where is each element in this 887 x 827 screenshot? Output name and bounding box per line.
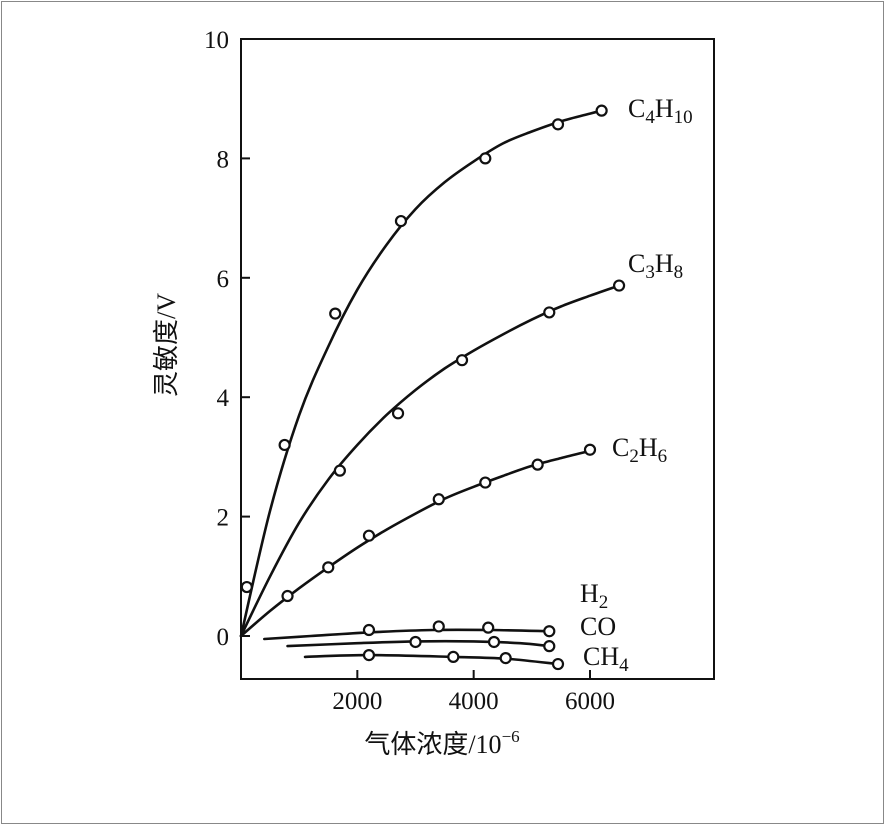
data-point-c4h10: [240, 580, 253, 594]
data-point-c4h10: [595, 104, 608, 117]
data-point-ch4: [362, 649, 376, 662]
data-point-c4h10: [551, 118, 565, 131]
y-tick-label: 2: [217, 505, 230, 532]
data-point-h2: [432, 620, 445, 633]
data-point-c3h8: [391, 407, 405, 420]
data-point-h2: [543, 625, 556, 638]
data-point-c2h6: [322, 561, 335, 574]
series-line-ch4: [303, 653, 560, 666]
series-line-h2: [263, 628, 551, 641]
data-point-c3h8: [455, 354, 469, 367]
series-label-c4h10: C4H10: [628, 94, 693, 128]
data-point-c2h6: [583, 443, 597, 456]
data-point-c2h6: [362, 529, 376, 542]
data-point-c3h8: [612, 279, 626, 292]
data-point-co: [487, 635, 501, 649]
series-line-c4h10: [239, 109, 603, 638]
x-tick-label: 4000: [449, 688, 499, 715]
series-label-co: CO: [580, 612, 616, 641]
series-label-c3h8: C3H8: [628, 249, 683, 283]
data-point-ch4: [499, 651, 512, 665]
series-line-c2h6: [239, 449, 592, 638]
data-point-ch4: [447, 650, 460, 663]
y-tick-label: 8: [217, 146, 230, 173]
data-point-co: [409, 635, 422, 649]
series-label-ch4: CH4: [583, 642, 629, 676]
data-point-c4h10: [479, 152, 492, 165]
data-point-c2h6: [479, 476, 492, 489]
series-line-c3h8: [239, 284, 621, 638]
y-tick-label: 4: [217, 385, 230, 412]
data-point-c4h10: [394, 214, 408, 228]
data-point-c2h6: [531, 458, 544, 471]
y-tick-label: 0: [217, 624, 230, 651]
data-point-c3h8: [333, 464, 346, 477]
series-line-co: [286, 639, 551, 648]
series-markers: [240, 104, 626, 671]
data-point-c4h10: [278, 438, 291, 452]
data-point-c4h10: [329, 307, 342, 320]
data-point-h2: [482, 621, 495, 634]
y-axis-title: 灵敏度/V: [152, 293, 181, 397]
x-tick-label: 6000: [565, 688, 615, 715]
series-label-h2: H2: [580, 579, 608, 613]
data-point-c2h6: [432, 493, 445, 506]
axis-ticks: 0 2 4 6 8 10 2000 4000 6000: [204, 27, 615, 715]
data-point-c3h8: [543, 306, 556, 319]
y-tick-label: 10: [204, 27, 229, 54]
y-tick-label: 6: [217, 266, 230, 293]
data-point-c3h8: [281, 589, 294, 603]
data-point-ch4: [551, 657, 565, 671]
x-tick-label: 2000: [332, 688, 382, 715]
series-label-c2h6: C2H6: [612, 433, 667, 467]
series-curves: [239, 109, 621, 666]
data-point-co: [543, 640, 556, 653]
data-point-h2: [362, 623, 376, 637]
plot-area-border: [240, 38, 715, 680]
x-axis-title: 气体浓度/10−6: [364, 727, 519, 759]
